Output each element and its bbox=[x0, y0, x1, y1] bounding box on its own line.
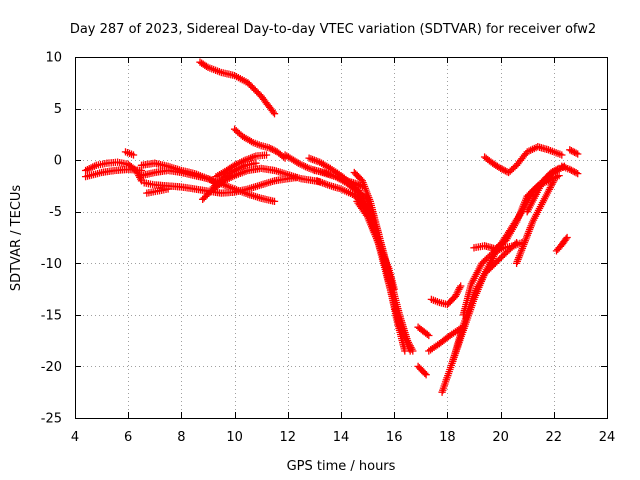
series-arc-20 bbox=[414, 323, 433, 340]
chart-title: Day 287 of 2023, Sidereal Day-to-day VTE… bbox=[70, 22, 596, 37]
data-point bbox=[574, 169, 582, 178]
y-tick-label: -25 bbox=[41, 412, 62, 427]
series-arc-30 bbox=[552, 233, 571, 255]
series-arc-19 bbox=[414, 362, 430, 379]
x-tick-labels: 4 6 8 10 12 14 16 18 20 22 24 bbox=[71, 430, 615, 445]
x-tick-label: 22 bbox=[546, 430, 563, 445]
series-arc-25 bbox=[459, 239, 526, 319]
data-point bbox=[555, 171, 563, 180]
data-point bbox=[129, 151, 138, 159]
series-arc-10 bbox=[212, 151, 271, 181]
x-tick-label: 16 bbox=[386, 430, 403, 445]
series-arc-28 bbox=[512, 177, 558, 267]
x-tick-label: 8 bbox=[177, 430, 185, 445]
grid-lines bbox=[75, 57, 607, 418]
data-point bbox=[401, 347, 409, 355]
y-tick-label: 5 bbox=[54, 102, 62, 117]
series-arc-2 bbox=[81, 165, 146, 181]
y-tick-label: 10 bbox=[45, 51, 62, 66]
series-arc-29 bbox=[523, 164, 563, 216]
series-arc-5 bbox=[137, 166, 220, 187]
data-point bbox=[563, 233, 571, 242]
series-arc-3 bbox=[121, 148, 138, 159]
y-axis-label: SDTVAR / TECUs bbox=[9, 185, 24, 292]
data-point bbox=[443, 300, 452, 309]
data-marks bbox=[81, 58, 582, 396]
series-arc-22 bbox=[427, 282, 465, 309]
series-arc-21 bbox=[425, 324, 465, 355]
x-tick-label: 12 bbox=[280, 430, 297, 445]
data-point bbox=[558, 151, 566, 159]
y-tick-label: 0 bbox=[54, 154, 62, 169]
axis-ticks bbox=[75, 57, 608, 419]
series-arc-31 bbox=[558, 162, 582, 178]
y-tick-label: -10 bbox=[41, 257, 62, 272]
data-point bbox=[422, 371, 430, 379]
series-arc-1 bbox=[81, 158, 146, 185]
y-tick-labels: 10 5 0 -5 -10 -15 -20 -25 bbox=[41, 51, 62, 427]
series-arc-11 bbox=[196, 58, 279, 118]
data-point bbox=[550, 177, 558, 185]
x-tick-label: 10 bbox=[226, 430, 243, 445]
series-arc-32 bbox=[566, 146, 582, 158]
x-tick-label: 4 bbox=[71, 430, 79, 445]
data-point bbox=[262, 151, 271, 159]
series-arc-18 bbox=[353, 197, 398, 293]
x-tick-label: 20 bbox=[492, 430, 509, 445]
x-tick-label: 14 bbox=[333, 430, 350, 445]
data-point bbox=[252, 159, 260, 167]
data-point bbox=[390, 285, 398, 293]
x-tick-label: 24 bbox=[599, 430, 616, 445]
x-tick-label: 18 bbox=[439, 430, 456, 445]
x-tick-label: 6 bbox=[124, 430, 132, 445]
series-arc-7 bbox=[143, 185, 172, 197]
series-arc-12 bbox=[230, 125, 289, 162]
data-point bbox=[270, 110, 279, 118]
data-point bbox=[270, 197, 279, 206]
y-tick-label: -15 bbox=[41, 308, 62, 323]
y-tick-label: -20 bbox=[41, 360, 62, 375]
data-point bbox=[425, 331, 433, 340]
data-point bbox=[164, 185, 172, 193]
data-point bbox=[574, 150, 582, 158]
series-arc-9 bbox=[209, 159, 260, 191]
y-tick-label: -5 bbox=[49, 205, 62, 220]
data-point bbox=[457, 282, 465, 290]
series-arc-27 bbox=[480, 143, 566, 177]
x-axis-label: GPS time / hours bbox=[287, 459, 396, 474]
